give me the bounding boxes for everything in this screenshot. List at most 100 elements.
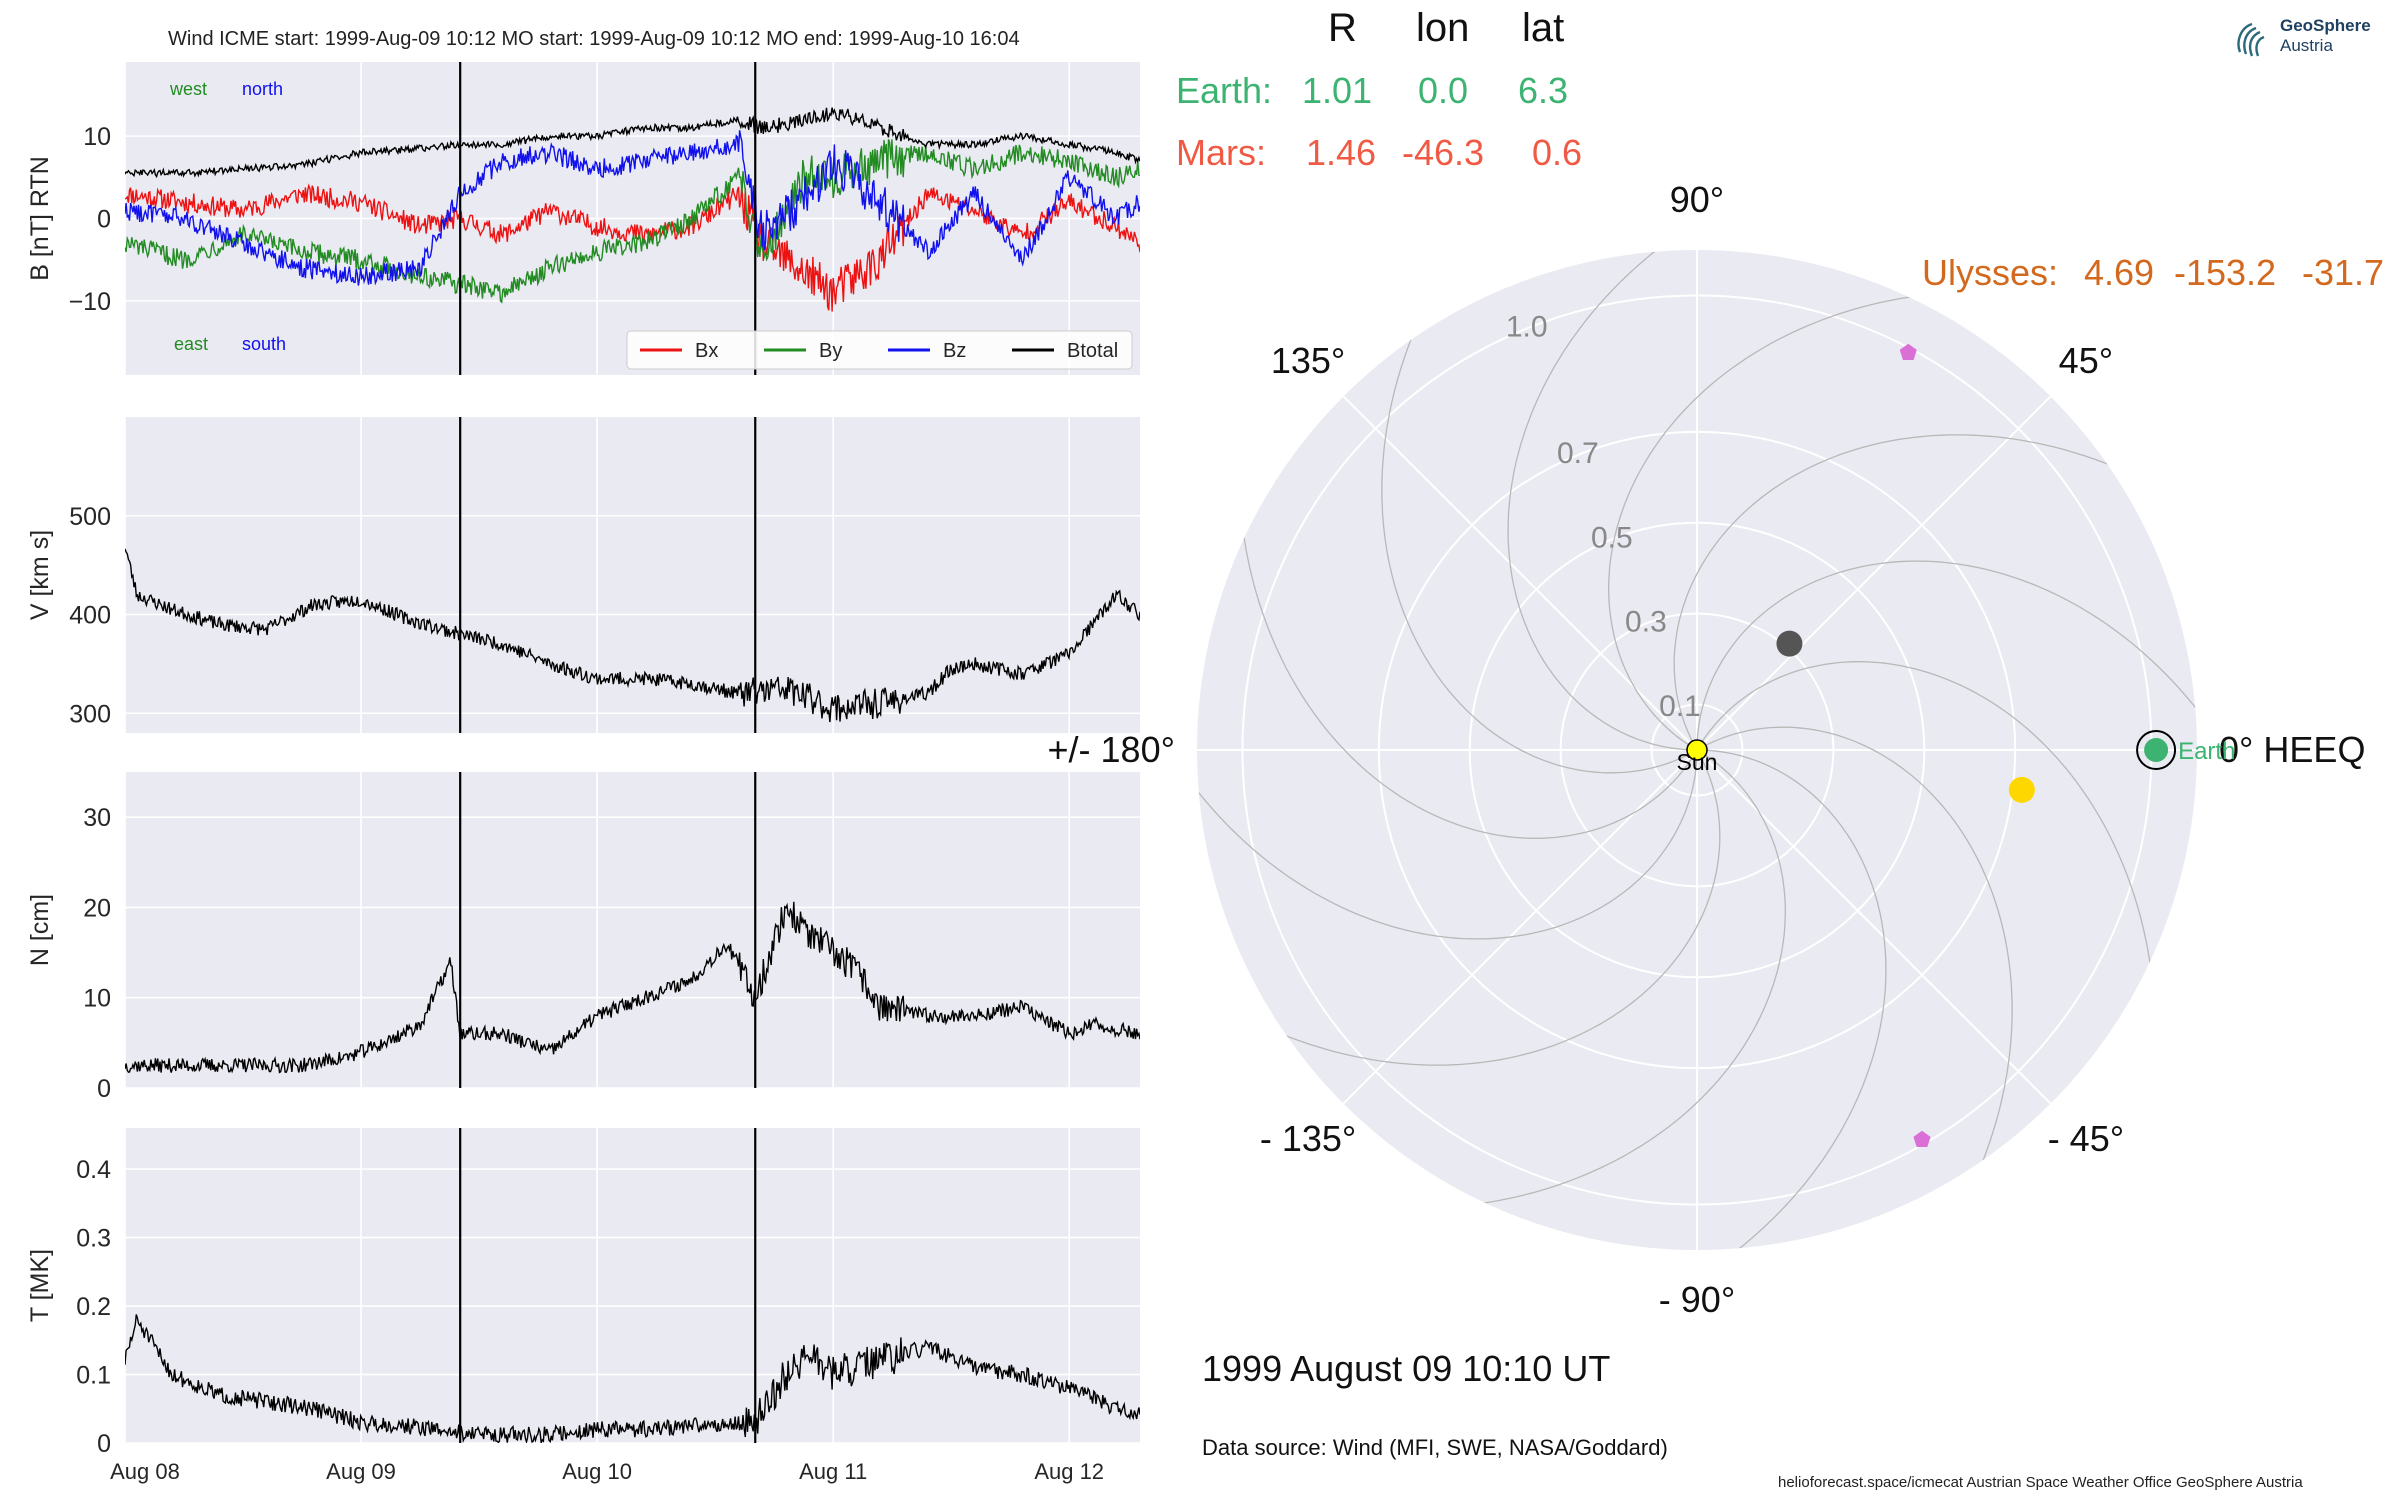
panel-background [125, 417, 1140, 733]
y-tick-label: 30 [83, 804, 111, 832]
angle-label: - 45° [2048, 1118, 2124, 1159]
timeseries-panel-2: 300 400 500 V [km s] [26, 417, 1140, 733]
spiral-line [1696, 560, 2197, 859]
direction-annotation: west [169, 79, 207, 99]
angle-label: - 90° [1659, 1279, 1735, 1320]
r-tick-label: 0.1 [1659, 690, 1701, 723]
legend-label: Btotal [1067, 340, 1118, 362]
y-axis-label: B [nT] RTN [26, 156, 54, 281]
x-tick-label: Aug 12 [1034, 1459, 1104, 1484]
angle-label: 0° HEEQ [2219, 729, 2365, 770]
series-group [125, 107, 1140, 312]
angle-label: 90° [1670, 179, 1724, 220]
row-mars-lat: 0.6 [1532, 132, 1583, 173]
spiral-line [1197, 641, 1698, 940]
body-label: Earth [2178, 738, 2235, 765]
row-ulysses-lat: -31.7 [2302, 252, 2385, 293]
brand-logo: GeoSphere Austria [2232, 14, 2382, 62]
planet-marker [2008, 776, 2035, 803]
timeseries-panel-3: 0 10 20 30 N [cm] [26, 772, 1140, 1103]
spiral-line [1673, 434, 2197, 751]
legend-label: Bz [943, 340, 966, 362]
series-line-By [125, 139, 1140, 304]
angle-label: 45° [2059, 340, 2113, 381]
brand-sub: Austria [2280, 36, 2333, 55]
row-ulysses-lon: -153.2 [2174, 252, 2277, 293]
series-group [125, 901, 1140, 1074]
row-earth-lon: 0.0 [1418, 70, 1469, 111]
panel-background [125, 1128, 1140, 1443]
legend-box [626, 330, 1133, 370]
col-header-lon: lon [1416, 6, 1470, 50]
angle-label: 135° [1271, 340, 1345, 381]
panel-background [125, 772, 1140, 1088]
series-group [125, 1314, 1140, 1443]
series-line-panel-3 [125, 901, 1140, 1074]
x-tick-label: Aug 08 [110, 1459, 180, 1484]
row-earth-lat: 6.3 [1518, 70, 1569, 111]
legend: Bx By Bz Btotal [626, 330, 1133, 370]
timeseries-panel-1: −10 0 10 B [nT] RTN west north east south Bx By Bz… [26, 62, 1140, 375]
spiral-line [1696, 661, 2157, 1135]
direction-annotation: north [242, 79, 283, 99]
spacecraft-marker [1913, 1130, 1931, 1147]
r-tick-label: 0.7 [1557, 437, 1599, 470]
polar-plot: 0.1 0.3 0.5 0.7 1.0 0° HEEQ 45° 90° 135° +/- 180°… [1048, 179, 2366, 1320]
parker-spirals [1197, 250, 2197, 1250]
series-line-panel-4 [125, 1314, 1140, 1443]
row-mars-label: Mars: [1176, 132, 1266, 173]
y-tick-label: 0 [97, 1075, 111, 1103]
spiral-line [1696, 726, 2013, 1250]
sun-label: Sun [1677, 749, 1718, 775]
row-ulysses-label: Ulysses: [1922, 252, 2059, 293]
y-tick-label: 0 [97, 1430, 111, 1458]
row-mars-r: 1.46 [1306, 132, 1377, 173]
series-line-Bz [125, 130, 1140, 286]
brand-name: GeoSphere [2280, 16, 2371, 35]
timeseries-panel-4: 0 0.1 0.2 0.3 0.4 T [MK] Aug 08 Aug 09 Aug 10 Aug… [26, 1128, 1140, 1484]
figure-title: Wind ICME start: 1999-Aug-09 10:12 MO st… [168, 28, 1020, 50]
y-tick-label: 0.4 [76, 1156, 111, 1184]
angular-gridline [1342, 395, 1698, 751]
y-tick-label: 0 [97, 206, 111, 234]
spiral-line [1381, 250, 1698, 774]
r-tick-label: 0.3 [1625, 606, 1667, 639]
col-header-lat: lat [1522, 6, 1565, 50]
direction-annotation: east [174, 334, 208, 354]
legend-label: Bx [695, 340, 718, 362]
sun-marker [1686, 739, 1708, 761]
legend-label: By [819, 340, 842, 362]
angle-label: - 135° [1260, 1118, 1356, 1159]
y-tick-label: 300 [69, 700, 111, 728]
spiral-line [1507, 250, 1806, 751]
y-tick-label: −10 [69, 288, 111, 316]
earth-marker [2144, 738, 2169, 762]
y-tick-label: 400 [69, 602, 111, 630]
spiral-line [1312, 749, 1786, 1210]
y-tick-label: 0.2 [76, 1293, 111, 1321]
spiral-line [1588, 749, 1887, 1250]
angular-gridline [1696, 395, 2052, 751]
angle-label: +/- 180° [1048, 729, 1175, 770]
planet-marker [1776, 630, 1803, 657]
y-axis-label: V [km s] [26, 530, 54, 620]
time-label: 1999 August 09 10:10 UT [1202, 1348, 1611, 1389]
x-tick-label: Aug 09 [326, 1459, 396, 1484]
series-line-Bx [125, 183, 1140, 312]
angular-gridline [1696, 749, 2052, 1105]
y-axis-label: N [cm] [26, 894, 54, 966]
earth-ring [2136, 730, 2177, 770]
angular-gridline [1342, 749, 1698, 1105]
data-source: Data source: Wind (MFI, SWE, NASA/Goddar… [1202, 1435, 1668, 1460]
series-group [125, 548, 1140, 723]
x-tick-label: Aug 11 [799, 1459, 867, 1484]
series-line-Btotal [125, 107, 1140, 179]
row-mars-lon: -46.3 [1402, 132, 1485, 173]
series-line-panel-2 [125, 548, 1140, 723]
y-axis-label: T [MK] [26, 1249, 54, 1322]
geosphere-logo-icon [2237, 22, 2265, 57]
footer-credits: helioforecast.space/icmecat Austrian Spa… [1778, 1474, 2303, 1491]
row-earth-r: 1.01 [1302, 70, 1373, 111]
y-tick-label: 0.1 [76, 1362, 111, 1390]
